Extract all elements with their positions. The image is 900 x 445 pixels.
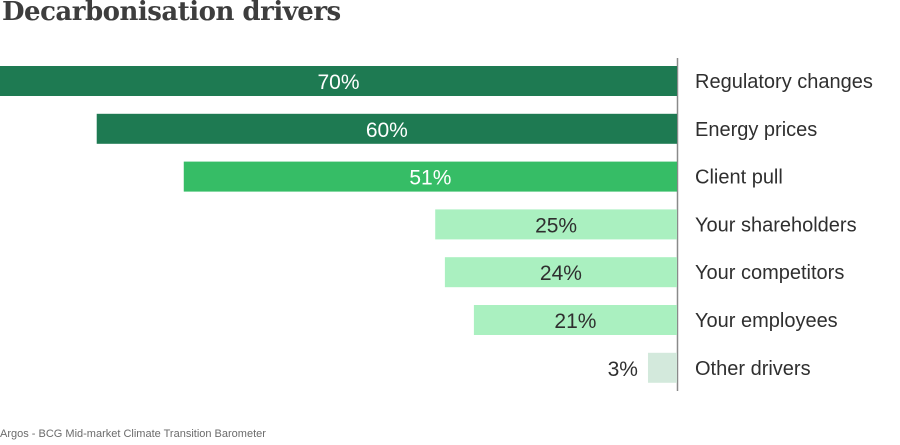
bar bbox=[647, 352, 677, 383]
bar-value-label: 21% bbox=[554, 310, 596, 333]
bar-group: 3% Other drivers bbox=[608, 352, 811, 383]
bar-chart: 70% Regulatory changes 60% Energy prices 51%… bbox=[0, 58, 873, 391]
bar bbox=[96, 113, 677, 144]
bar-group: 25% Your shareholders bbox=[435, 209, 857, 240]
bar-value-label: 60% bbox=[366, 119, 408, 142]
bar-group: 21% Your employees bbox=[473, 305, 838, 335]
category-label: Energy prices bbox=[695, 119, 817, 141]
category-label: Client pull bbox=[695, 167, 783, 189]
bar-value-label: 24% bbox=[540, 262, 582, 285]
bar-group: 70% Regulatory changes bbox=[0, 66, 873, 96]
bar bbox=[435, 209, 677, 240]
category-label: Your employees bbox=[695, 310, 838, 332]
bar-group: 51% Client pull bbox=[183, 161, 783, 192]
source-note: Argos - BCG Mid-market Climate Transitio… bbox=[0, 428, 266, 440]
bar-value-label: 70% bbox=[317, 71, 359, 94]
bar-value-label: 25% bbox=[535, 214, 577, 237]
bar-value-label: 51% bbox=[409, 167, 451, 190]
category-label: Other drivers bbox=[695, 358, 811, 380]
bar-group: 24% Your competitors bbox=[444, 257, 844, 288]
chart-title: Decarbonisation drivers bbox=[2, 0, 341, 27]
bar bbox=[183, 161, 677, 192]
category-label: Regulatory changes bbox=[695, 71, 873, 93]
bar-value-label: 3% bbox=[608, 358, 638, 381]
category-label: Your competitors bbox=[695, 262, 844, 284]
bar bbox=[473, 305, 677, 335]
bar-group: 60% Energy prices bbox=[96, 113, 817, 144]
bar bbox=[0, 66, 677, 96]
category-label: Your shareholders bbox=[695, 214, 857, 236]
bar bbox=[444, 257, 677, 288]
